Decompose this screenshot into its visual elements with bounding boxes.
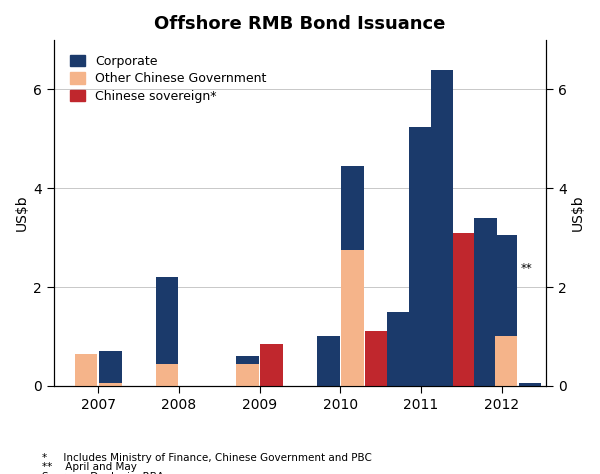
Legend: Corporate, Other Chinese Government, Chinese sovereign*: Corporate, Other Chinese Government, Chi… [65, 50, 271, 108]
Y-axis label: US$b: US$b [571, 195, 585, 231]
Bar [75, 354, 97, 386]
Bar [236, 364, 259, 386]
Bar [409, 127, 431, 386]
Bar [317, 337, 340, 386]
Bar [494, 235, 517, 337]
Bar [341, 166, 364, 250]
Bar [236, 356, 259, 364]
Bar [494, 337, 517, 386]
Bar [365, 331, 388, 386]
Bar [155, 364, 178, 386]
Bar [155, 277, 178, 364]
Bar [341, 250, 364, 386]
Title: Offshore RMB Bond Issuance: Offshore RMB Bond Issuance [154, 15, 446, 33]
Bar [475, 218, 497, 386]
Bar [260, 344, 283, 386]
Bar [452, 371, 475, 386]
Bar [387, 312, 410, 386]
Text: Sources: Dealogic; RBA: Sources: Dealogic; RBA [42, 472, 164, 474]
Text: **    April and May: ** April and May [42, 462, 137, 472]
Bar [431, 70, 454, 386]
Text: *     Includes Ministry of Finance, Chinese Government and PBC: * Includes Ministry of Finance, Chinese … [42, 453, 372, 463]
Text: **: ** [520, 262, 532, 274]
Y-axis label: US$b: US$b [15, 195, 29, 231]
Bar [99, 383, 122, 386]
Bar [99, 351, 122, 383]
Bar [519, 383, 541, 386]
Bar [452, 233, 475, 386]
